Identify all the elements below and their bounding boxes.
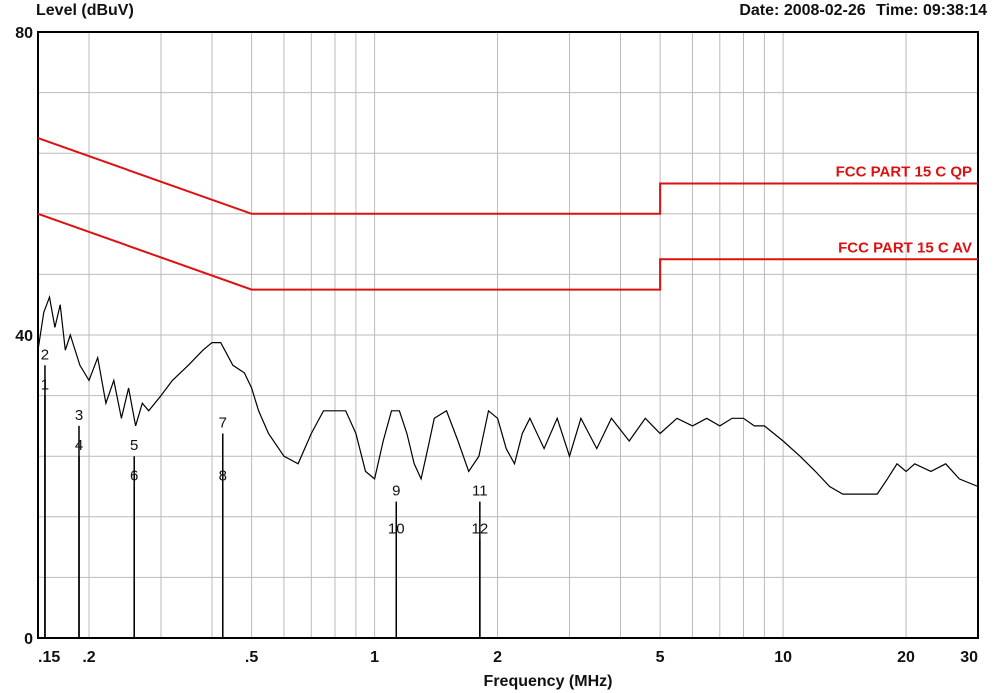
time-label: Time: [876,2,919,19]
measurement-trace [37,294,979,495]
trace-line [37,294,979,495]
marker-label: 6 [130,468,138,485]
marker-label: 5 [130,437,138,454]
x-axis-title: Frequency (MHz) [484,673,613,690]
limit-line-label: FCC PART 15 C QP [836,164,972,181]
y-tick-label: 80 [15,25,33,42]
x-tick-label: .5 [245,649,258,666]
marker-label: 4 [75,437,83,454]
time-value: 09:38:14 [922,2,987,19]
chart-grid [38,32,978,638]
date-value: 2008-02-26 [783,2,866,19]
marker-label: 7 [219,414,227,431]
marker-label: 3 [75,407,83,424]
limit-line-label: FCC PART 15 C AV [838,239,972,256]
x-tick-label: 1 [370,649,379,666]
marker-label: 9 [392,483,400,500]
x-tick-label: 2 [493,649,502,666]
limit-lines: FCC PART 15 C QP FCC PART 15 C AV [37,137,978,291]
peak-markers: 123456789101112 [41,346,488,638]
timestamp: Date: 2008-02-26 Time: 09:38:14 [739,2,987,20]
marker-label: 11 [472,483,488,500]
marker-label: 8 [219,468,227,485]
plot-frame [37,31,979,639]
x-tick-label: 20 [897,649,915,666]
x-tick-label: 5 [656,649,665,666]
y-axis-title: Level (dBuV) [36,2,134,19]
limit-line [37,212,978,291]
limit-line [37,137,978,215]
marker-label: 10 [388,521,405,538]
y-tick-label: 40 [15,328,33,345]
x-tick-label: .2 [82,649,95,666]
x-tick-label: 10 [774,649,792,666]
x-tick-label: .15 [38,649,60,666]
x-tick-label: 30 [960,649,978,666]
marker-label: 2 [41,346,49,363]
y-tick-label: 0 [24,631,33,648]
date-label: Date: [739,2,780,19]
marker-label: 12 [471,521,488,538]
